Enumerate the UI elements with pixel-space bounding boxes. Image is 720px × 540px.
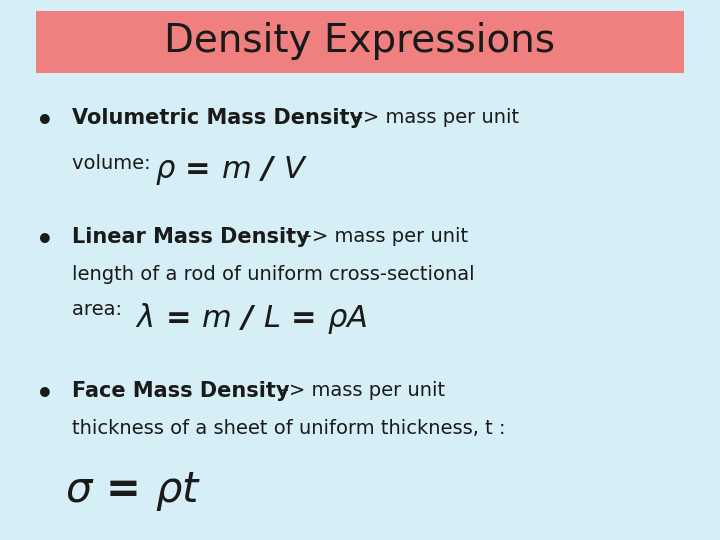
Text: •: • [36, 227, 54, 255]
Text: $\rho$ = $m$ / $V$: $\rho$ = $m$ / $V$ [155, 154, 307, 187]
Text: thickness of a sheet of uniform thickness, t :: thickness of a sheet of uniform thicknes… [72, 418, 505, 437]
Text: –> mass per unit: –> mass per unit [302, 227, 469, 246]
Text: length of a rod of uniform cross-sectional: length of a rod of uniform cross-section… [72, 265, 474, 284]
Text: Density Expressions: Density Expressions [164, 22, 556, 59]
FancyBboxPatch shape [36, 11, 684, 73]
Text: $\sigma$ = $\rho$$t$: $\sigma$ = $\rho$$t$ [65, 470, 201, 513]
Text: •: • [36, 381, 54, 409]
Text: Face Mass Density: Face Mass Density [72, 381, 289, 401]
Text: Linear Mass Density: Linear Mass Density [72, 227, 310, 247]
Text: area:: area: [72, 300, 135, 319]
Text: –> mass per unit: –> mass per unit [353, 108, 519, 127]
Text: Volumetric Mass Density: Volumetric Mass Density [72, 108, 363, 128]
Text: $\lambda$ = $m$ / $L$ = $\rho$$A$: $\lambda$ = $m$ / $L$ = $\rho$$A$ [135, 301, 367, 336]
Text: •: • [36, 108, 54, 136]
Text: volume:: volume: [72, 154, 157, 173]
Text: –> mass per unit: –> mass per unit [279, 381, 445, 400]
